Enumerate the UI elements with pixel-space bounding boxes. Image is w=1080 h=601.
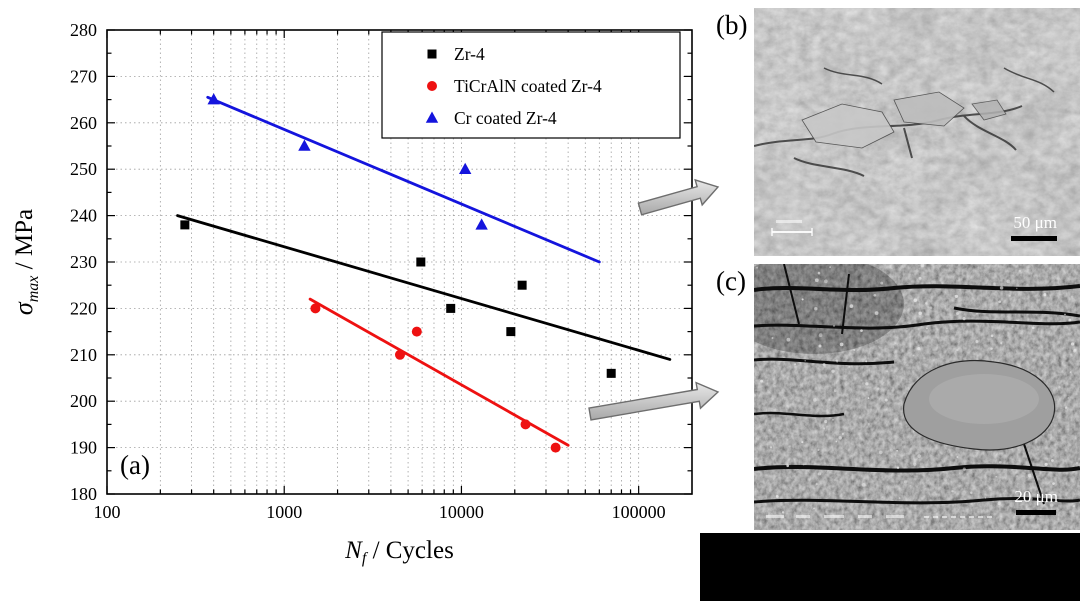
- svg-text:190: 190: [70, 438, 97, 458]
- scale-bar-label-c: 20 μm: [1014, 487, 1058, 506]
- sem-c-cracks: [754, 264, 1080, 505]
- black-corner-fill: [700, 533, 1080, 601]
- sem-b-facets: [801, 91, 1007, 149]
- legend-label-0: Zr-4: [454, 44, 485, 64]
- legend: Zr-4 TiCrAlN coated Zr-4 Cr coated Zr-4: [381, 31, 681, 139]
- legend-label-1: TiCrAlN coated Zr-4: [454, 76, 602, 96]
- sem-c-particle: [903, 360, 1056, 451]
- series-0: [176, 214, 672, 378]
- micrograph-c: 20 μm: [754, 264, 1080, 530]
- svg-text:260: 260: [70, 113, 97, 133]
- sem-b-mottle: [754, 8, 1080, 256]
- svg-text:1000: 1000: [266, 502, 302, 522]
- series-1: [308, 297, 570, 453]
- svg-text:240: 240: [70, 206, 97, 226]
- y-axis-label: σmax / MPa: [9, 209, 42, 315]
- legend-label-2: Cr coated Zr-4: [454, 108, 557, 128]
- svg-text:230: 230: [70, 252, 97, 272]
- scale-bar-label-b: 50 μm: [1013, 213, 1057, 232]
- scale-bar-c: [1016, 510, 1056, 515]
- sem-c-instrument-strip: [766, 515, 994, 518]
- svg-text:220: 220: [70, 298, 97, 318]
- svg-text:270: 270: [70, 66, 97, 86]
- x-axis-label: Nf / Cycles: [344, 537, 454, 567]
- svg-text:10000: 10000: [439, 502, 484, 522]
- series-2: [206, 93, 601, 264]
- svg-text:210: 210: [70, 345, 97, 365]
- sem-c-speckles: [754, 264, 1079, 514]
- fatigue-chart: 100 1000 10000 100000 180 190 200 210 220 230 240 2…: [9, 20, 693, 567]
- sem-image-b: 50 μm: [754, 8, 1080, 256]
- panel-label-a: (a): [120, 450, 150, 480]
- panel-label-c: (c): [716, 266, 746, 296]
- svg-text:100: 100: [94, 502, 121, 522]
- sem-image-c: 20 μm: [754, 264, 1080, 530]
- svg-text:280: 280: [70, 20, 97, 40]
- micrograph-b: 50 μm: [754, 8, 1080, 256]
- svg-text:180: 180: [70, 484, 97, 504]
- tick-labels: 100 1000 10000 100000 180 190 200 210 220 230 240 2…: [70, 20, 666, 522]
- svg-text:250: 250: [70, 159, 97, 179]
- sem-b-instrument-mark: [771, 220, 813, 236]
- svg-text:100000: 100000: [612, 502, 666, 522]
- panel-label-b: (b): [716, 10, 748, 40]
- scale-bar-b: [1011, 236, 1057, 241]
- svg-text:200: 200: [70, 391, 97, 411]
